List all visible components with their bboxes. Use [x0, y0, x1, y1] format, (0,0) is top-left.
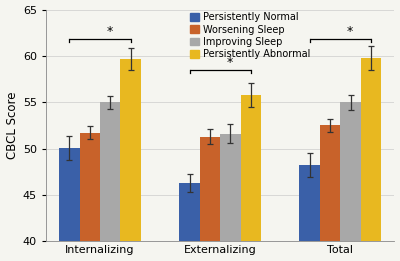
Bar: [80, 133, 100, 261]
Bar: [320, 126, 340, 261]
Bar: [220, 134, 240, 261]
Bar: [361, 58, 381, 261]
Text: *: *: [347, 25, 353, 38]
Bar: [179, 183, 200, 261]
Bar: [240, 95, 261, 261]
Text: *: *: [227, 56, 233, 69]
Y-axis label: CBCL Score: CBCL Score: [6, 92, 18, 159]
Bar: [59, 148, 80, 261]
Bar: [100, 102, 120, 261]
Bar: [120, 59, 141, 261]
Bar: [340, 102, 361, 261]
Text: *: *: [106, 25, 113, 38]
Bar: [300, 165, 320, 261]
Bar: [200, 137, 220, 261]
Legend: Persistently Normal, Worsening Sleep, Improving Sleep, Persistently Abnormal: Persistently Normal, Worsening Sleep, Im…: [190, 12, 310, 60]
